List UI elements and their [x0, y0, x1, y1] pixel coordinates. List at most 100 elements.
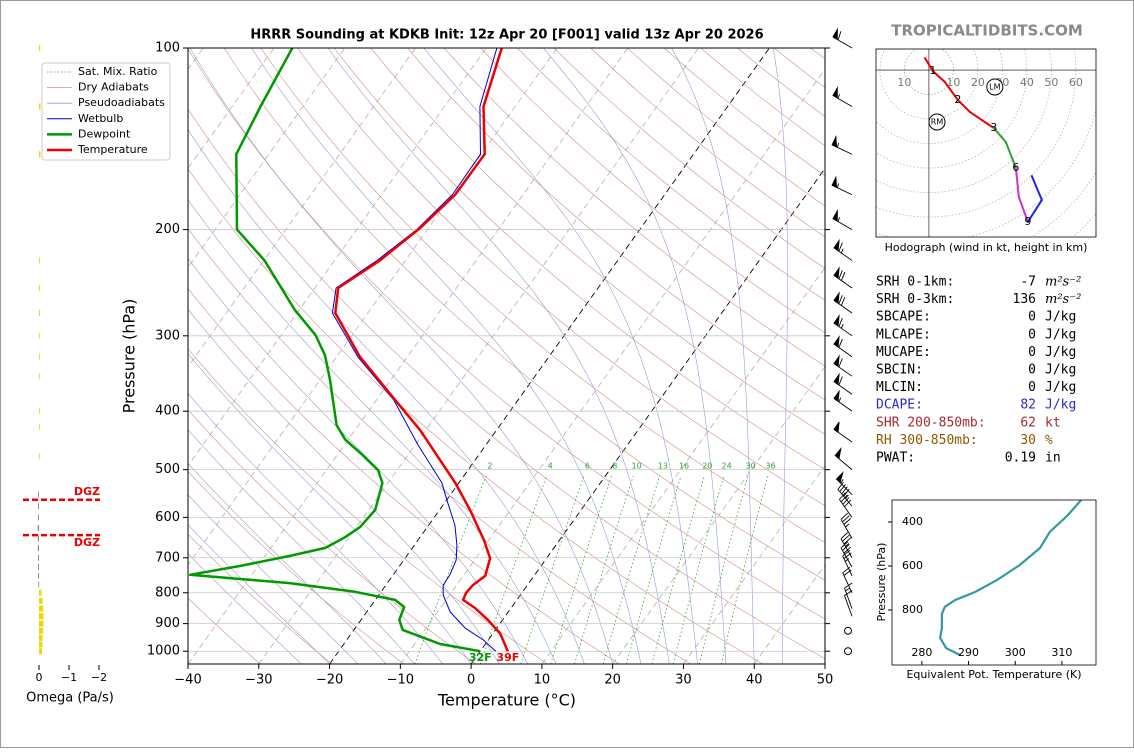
wind-barb [842, 566, 853, 593]
x-tick-label: 0 [467, 673, 475, 688]
background-lines [188, 48, 825, 664]
index-label: SBCIN: [876, 363, 923, 378]
hodograph-height-label: 9 [1024, 215, 1031, 228]
moist-adiabat [772, 48, 788, 664]
index-label: PWAT: [876, 451, 915, 466]
isotherm [188, 48, 416, 368]
hodograph-height-label: 1 [929, 64, 936, 77]
theta-e-y-label: Pressure (hPa) [875, 543, 888, 622]
x-tick-label: −30 [245, 673, 272, 688]
index-value: 30 [1020, 433, 1036, 448]
y-axis-label: Pressure (hPa) [120, 299, 139, 414]
dry-adiabat [260, 48, 825, 543]
hodograph-height-label: 3 [990, 121, 997, 134]
omega-bar [39, 103, 41, 110]
omega-bar [39, 408, 40, 415]
dry-adiabat [517, 48, 825, 301]
omega-bar [39, 310, 40, 317]
y-tick-label: 300 [155, 328, 180, 343]
dgz-label: DGZ [74, 485, 100, 498]
y-tick-label: 500 [155, 462, 180, 477]
watermark: TROPICALTIDBITS.COM [891, 22, 1083, 40]
isotherm [258, 48, 699, 664]
legend-label: Sat. Mix. Ratio [78, 65, 158, 78]
moist-adiabat [188, 462, 387, 664]
omega-bar [39, 641, 43, 648]
dry-adiabat [407, 48, 825, 401]
mixing-ratio-label: 8 [612, 462, 617, 471]
surface-label: 32F [469, 651, 492, 664]
x-axis-label: Temperature (°C) [437, 691, 576, 710]
moist-adiabat [188, 429, 415, 664]
x-tick-label: −20 [316, 673, 343, 688]
dry-adiabat [188, 228, 692, 664]
hodograph-ring-label: 10 [897, 76, 911, 89]
hodograph-segment [968, 110, 995, 130]
dry-adiabat [188, 348, 548, 664]
hodograph-caption: Hodograph (wind in kt, height in km) [885, 241, 1088, 254]
x-tick-label: −10 [387, 673, 414, 688]
mixing-ratio-line [550, 475, 612, 664]
mixing-ratio-label: 2 [487, 462, 492, 471]
hodograph-segment [956, 98, 971, 113]
moist-adiabat [671, 48, 755, 664]
dry-adiabat [188, 533, 333, 664]
omega-tick-label: −2 [91, 671, 107, 684]
theta-e-x-tick-label: 290 [958, 646, 979, 659]
hodograph-segment [1014, 166, 1020, 198]
theta-e-x-tick-label: 310 [1051, 646, 1072, 659]
index-unit: kt [1045, 415, 1061, 430]
plot-frame [187, 47, 826, 665]
index-label: MUCAPE: [876, 345, 931, 360]
wind-barb [833, 389, 853, 412]
omega-bar [39, 373, 40, 380]
omega-bar [39, 627, 44, 634]
index-value: 136 [1013, 292, 1036, 307]
omega-bar [38, 581, 40, 588]
omega-bar [39, 257, 40, 264]
storm-motion-label: LM [989, 82, 1000, 91]
hodograph-segment [1030, 175, 1043, 202]
dry-adiabat [297, 48, 825, 507]
wind-barb [833, 421, 853, 443]
index-value: 0 [1028, 380, 1036, 395]
omega-tick-label: 0 [36, 671, 43, 684]
moist-adiabat [423, 48, 698, 664]
legend-box [41, 62, 171, 161]
hodograph-segment [1026, 199, 1043, 223]
index-value: 82 [1020, 398, 1036, 413]
theta-e-y-tick-label: 600 [902, 559, 923, 572]
mixing-ratio-line [721, 475, 769, 664]
mixing-ratio-label: 10 [632, 462, 642, 471]
omega-bar [39, 332, 40, 339]
mixing-ratio-label: 13 [658, 462, 668, 471]
omega-bar [38, 491, 39, 498]
omega-bar [39, 453, 40, 460]
dry-adiabat [480, 48, 825, 334]
index-value: 0 [1028, 363, 1036, 378]
mixing-ratio-label: 20 [702, 462, 712, 471]
omega-bar [39, 597, 43, 604]
theta-e-x-tick-label: 300 [1005, 646, 1026, 659]
mixing-ratio-label: 30 [746, 462, 756, 471]
x-tick-label: 20 [604, 673, 621, 688]
wind-barb [834, 446, 853, 470]
moist-adiabat [188, 553, 302, 664]
hodograph-segment [923, 57, 934, 73]
isotherm [329, 48, 770, 664]
index-unit: m²s⁻² [1045, 292, 1081, 307]
wind-barb [833, 291, 853, 314]
omega-bar [38, 572, 39, 579]
index-unit: J/kg [1045, 380, 1076, 395]
moist-adiabat [188, 393, 444, 664]
moist-adiabat [189, 48, 613, 664]
wind-barb [833, 266, 853, 289]
x-tick-label: −40 [174, 673, 201, 688]
y-tick-label: 400 [155, 404, 180, 419]
theta-e-y-tick-label: 800 [902, 603, 923, 616]
dry-adiabat [223, 48, 825, 581]
hodograph-ring-label: 60 [1069, 76, 1083, 89]
index-unit: in [1045, 451, 1061, 466]
wind-barb [832, 85, 853, 107]
